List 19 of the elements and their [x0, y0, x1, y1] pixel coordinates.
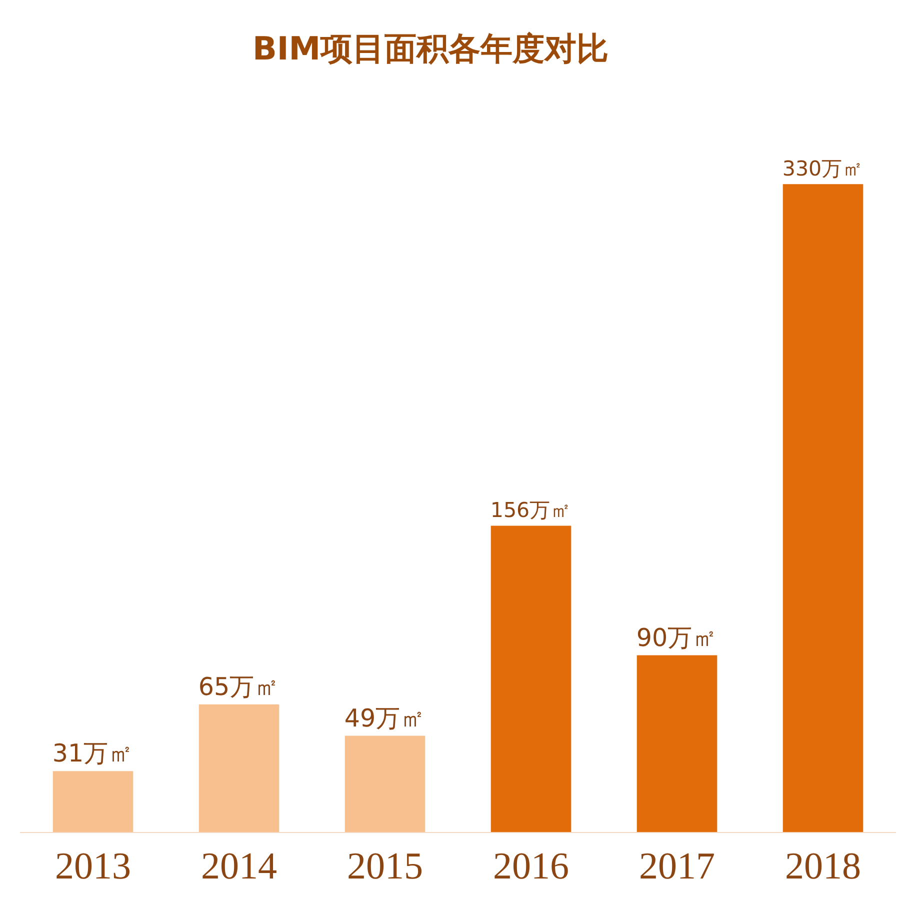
bar — [636, 655, 718, 832]
data-label: 49万㎡ — [344, 703, 426, 732]
bar — [782, 184, 864, 832]
x-tick-label: 2013 — [55, 846, 131, 888]
bar — [490, 526, 572, 832]
x-tick-label: 2014 — [201, 846, 277, 888]
x-tick-label: 2015 — [347, 846, 423, 888]
bar — [52, 771, 134, 832]
x-tick-label: 2018 — [785, 846, 861, 888]
bar — [344, 736, 426, 832]
data-label: 65万㎡ — [198, 672, 280, 701]
x-tick-label: 2016 — [493, 846, 569, 888]
data-label: 90万㎡ — [636, 622, 718, 652]
data-label: 330万㎡ — [782, 156, 864, 181]
bar — [198, 704, 280, 832]
chart-title: BIM项目面积各年度对比 — [252, 29, 609, 68]
data-label: 31万㎡ — [52, 738, 134, 768]
x-tick-label: 2017 — [639, 846, 715, 888]
data-label: 156万㎡ — [490, 498, 572, 522]
